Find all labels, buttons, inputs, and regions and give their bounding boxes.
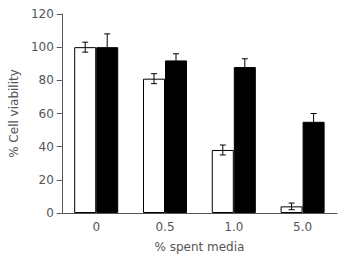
svg-text:% spent media: % spent media [154, 240, 244, 254]
svg-text:% Cell viability: % Cell viability [7, 69, 21, 158]
svg-text:80: 80 [39, 73, 54, 87]
svg-text:20: 20 [39, 173, 54, 187]
svg-text:40: 40 [39, 140, 54, 154]
svg-text:5.0: 5.0 [293, 220, 312, 234]
svg-text:0.5: 0.5 [155, 220, 174, 234]
svg-text:120: 120 [31, 7, 54, 21]
svg-text:0: 0 [92, 220, 100, 234]
svg-text:1.0: 1.0 [224, 220, 243, 234]
svg-text:100: 100 [31, 40, 54, 54]
svg-text:0: 0 [46, 206, 54, 220]
svg-text:60: 60 [39, 107, 54, 121]
